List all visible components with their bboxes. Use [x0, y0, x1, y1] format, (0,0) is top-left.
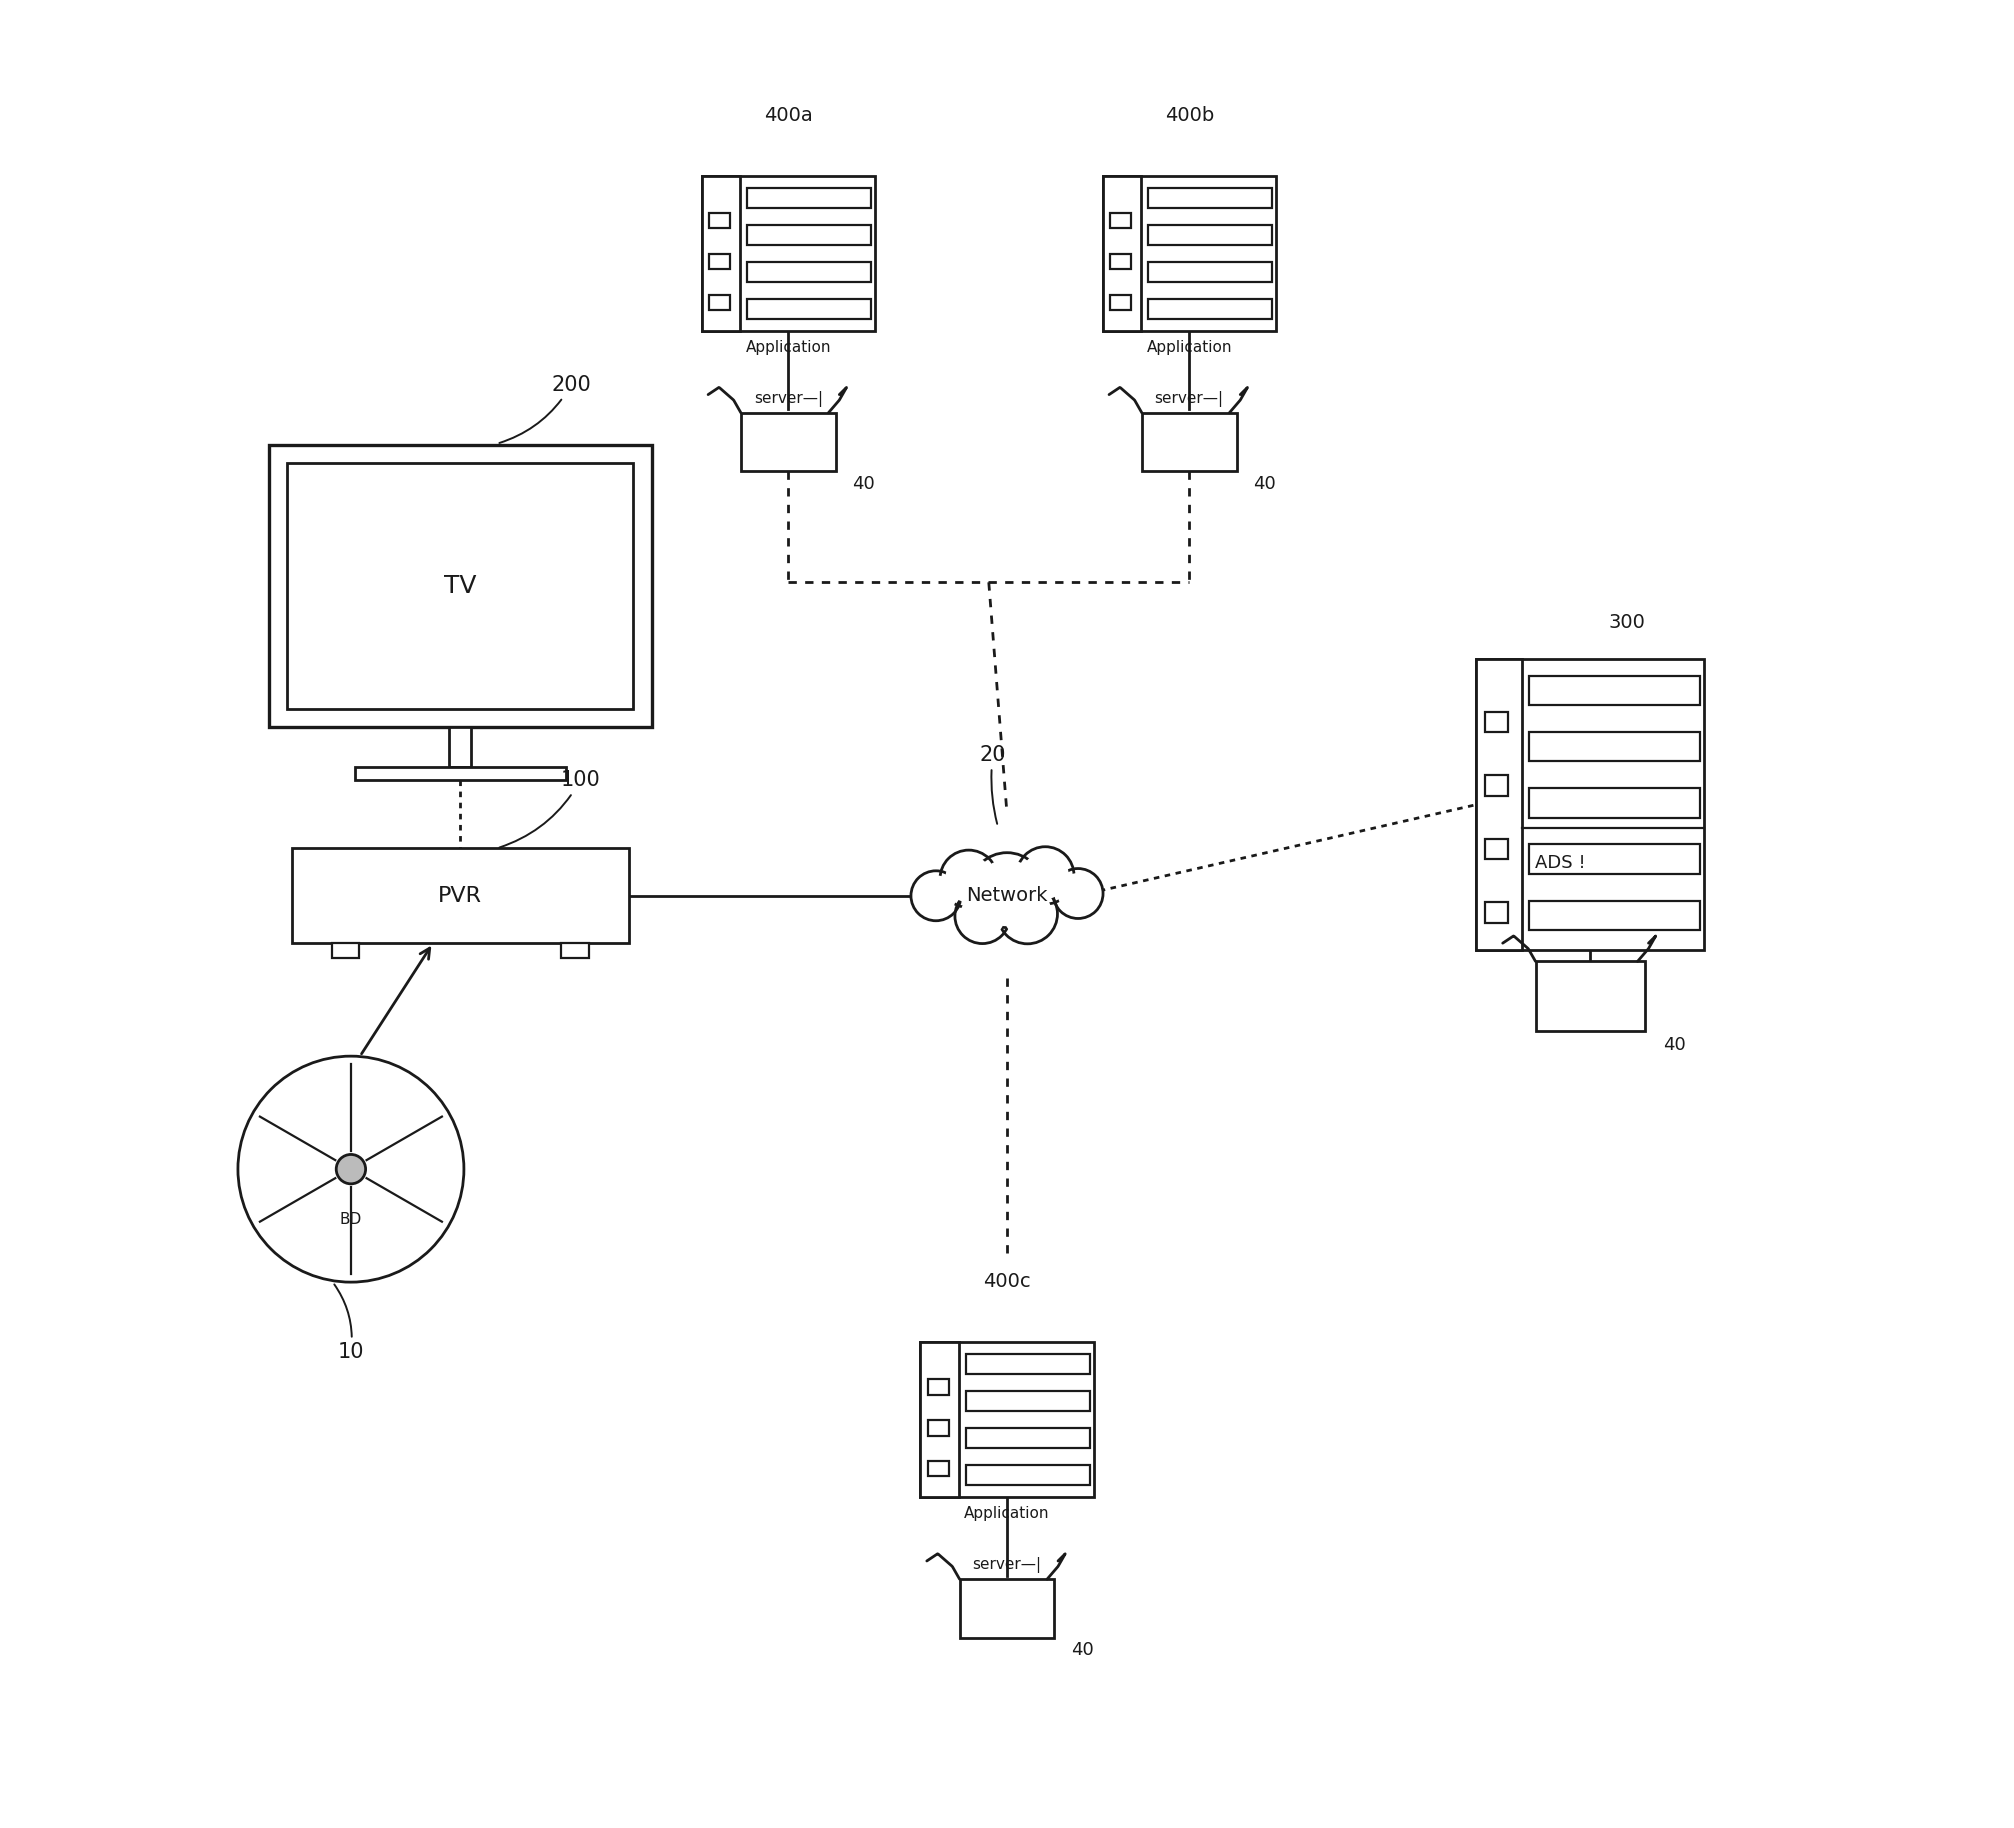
Text: PVR: PVR [439, 887, 481, 907]
Circle shape [997, 885, 1057, 943]
Text: server—|: server—| [1154, 391, 1225, 408]
Text: 10: 10 [334, 1285, 365, 1362]
FancyBboxPatch shape [967, 1355, 1090, 1375]
Circle shape [1017, 846, 1073, 905]
FancyBboxPatch shape [288, 462, 632, 709]
FancyBboxPatch shape [1529, 733, 1700, 762]
Text: 100: 100 [499, 770, 600, 848]
Text: 40: 40 [852, 475, 874, 494]
FancyBboxPatch shape [928, 1420, 949, 1435]
Circle shape [941, 850, 997, 907]
FancyBboxPatch shape [332, 943, 358, 958]
FancyBboxPatch shape [747, 298, 872, 318]
FancyBboxPatch shape [709, 254, 731, 269]
FancyBboxPatch shape [1110, 214, 1132, 228]
Circle shape [1021, 852, 1069, 899]
FancyBboxPatch shape [1104, 175, 1275, 331]
FancyBboxPatch shape [747, 261, 872, 282]
FancyBboxPatch shape [967, 1464, 1090, 1484]
Circle shape [977, 859, 1037, 921]
FancyBboxPatch shape [920, 1342, 959, 1497]
FancyBboxPatch shape [1148, 188, 1273, 208]
Circle shape [1053, 868, 1104, 918]
FancyBboxPatch shape [1148, 261, 1273, 282]
Circle shape [238, 1057, 463, 1281]
FancyBboxPatch shape [928, 1461, 949, 1477]
FancyBboxPatch shape [449, 728, 471, 768]
Circle shape [945, 856, 993, 903]
Text: ADS !: ADS ! [1535, 854, 1585, 872]
Text: 200: 200 [499, 375, 592, 442]
Text: Application: Application [965, 1506, 1049, 1521]
FancyBboxPatch shape [709, 294, 731, 311]
FancyBboxPatch shape [562, 943, 588, 958]
Circle shape [955, 888, 1009, 943]
FancyBboxPatch shape [1104, 175, 1140, 331]
FancyBboxPatch shape [741, 413, 836, 472]
Text: 300: 300 [1609, 612, 1645, 631]
FancyBboxPatch shape [1529, 788, 1700, 817]
Text: Application: Application [1146, 340, 1233, 355]
Text: Application: Application [745, 340, 832, 355]
Text: server—|: server—| [753, 391, 824, 408]
Circle shape [910, 870, 961, 921]
Circle shape [961, 894, 1005, 938]
FancyBboxPatch shape [354, 768, 566, 781]
FancyBboxPatch shape [1486, 775, 1508, 795]
Circle shape [336, 1155, 367, 1185]
FancyBboxPatch shape [1486, 839, 1508, 859]
FancyBboxPatch shape [747, 225, 872, 245]
FancyBboxPatch shape [1486, 713, 1508, 733]
Text: 20: 20 [979, 744, 1007, 824]
FancyBboxPatch shape [1529, 845, 1700, 874]
FancyBboxPatch shape [270, 444, 653, 728]
Text: 400a: 400a [763, 106, 814, 124]
Circle shape [916, 876, 957, 916]
FancyBboxPatch shape [701, 175, 874, 331]
Text: server—|: server—| [973, 1557, 1041, 1574]
FancyBboxPatch shape [959, 1579, 1055, 1638]
FancyBboxPatch shape [701, 175, 739, 331]
FancyBboxPatch shape [747, 188, 872, 208]
FancyBboxPatch shape [1529, 901, 1700, 930]
Circle shape [969, 852, 1045, 927]
Text: 40: 40 [1664, 1036, 1686, 1055]
Circle shape [1003, 888, 1051, 938]
FancyBboxPatch shape [920, 1342, 1094, 1497]
Text: 40: 40 [1253, 475, 1275, 494]
FancyBboxPatch shape [1148, 225, 1273, 245]
FancyBboxPatch shape [1476, 658, 1523, 951]
FancyBboxPatch shape [1529, 676, 1700, 706]
Circle shape [1057, 874, 1098, 914]
FancyBboxPatch shape [1142, 413, 1237, 472]
FancyBboxPatch shape [967, 1428, 1090, 1448]
Text: 400b: 400b [1164, 106, 1214, 124]
FancyBboxPatch shape [1476, 658, 1704, 951]
FancyBboxPatch shape [1148, 298, 1273, 318]
FancyBboxPatch shape [967, 1391, 1090, 1411]
Text: TV: TV [443, 574, 477, 598]
FancyBboxPatch shape [1110, 294, 1132, 311]
FancyBboxPatch shape [1110, 254, 1132, 269]
FancyBboxPatch shape [1486, 903, 1508, 923]
Text: Network: Network [967, 887, 1047, 905]
FancyBboxPatch shape [292, 848, 628, 943]
FancyBboxPatch shape [928, 1380, 949, 1395]
FancyBboxPatch shape [1535, 962, 1645, 1031]
Text: 400c: 400c [983, 1272, 1031, 1291]
Text: 40: 40 [1071, 1642, 1094, 1660]
FancyBboxPatch shape [709, 214, 731, 228]
Text: BD: BD [340, 1212, 363, 1227]
